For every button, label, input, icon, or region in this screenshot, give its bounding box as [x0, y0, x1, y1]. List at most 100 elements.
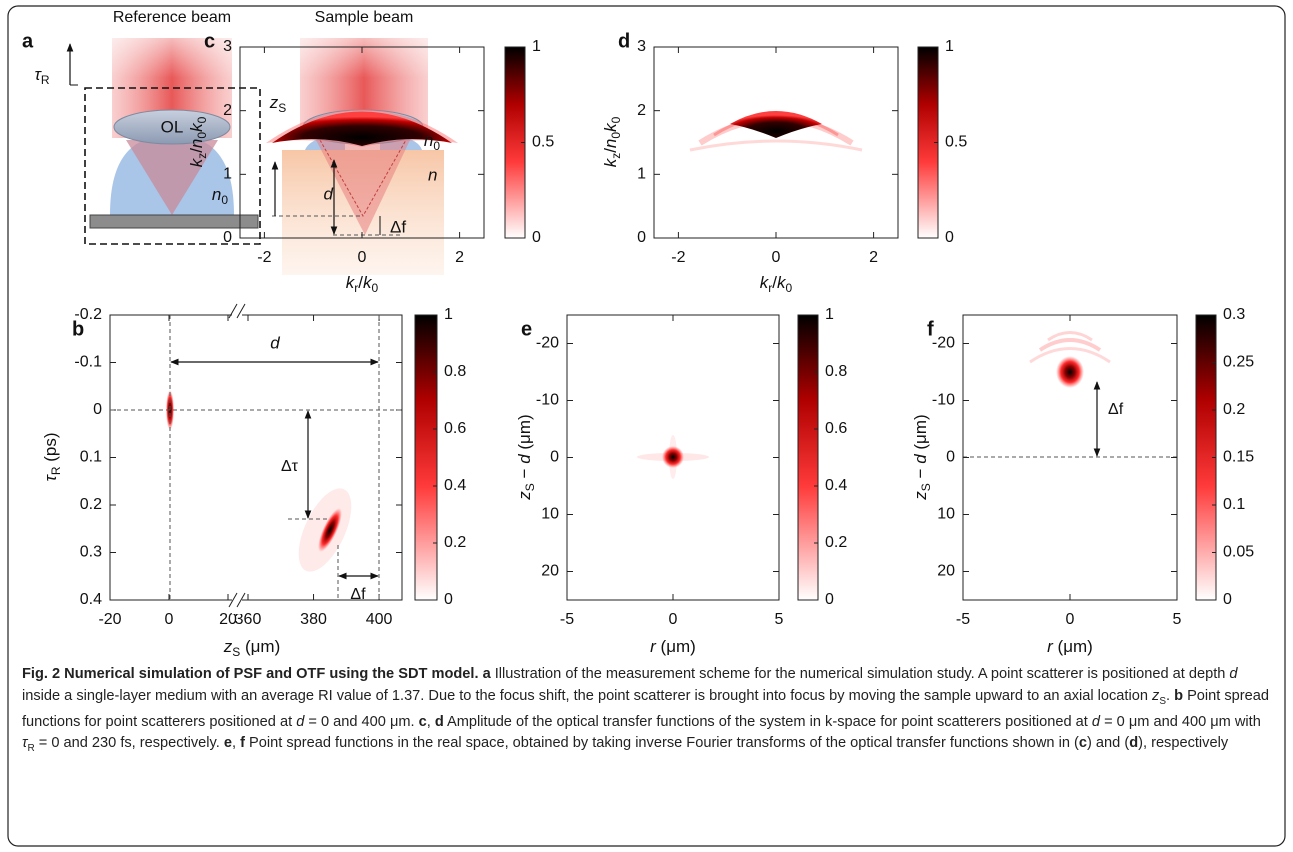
label-part: r — [354, 281, 358, 295]
caption-text: = 0 and 230 fs, respectively. — [34, 735, 224, 752]
label-part: 0 — [609, 116, 623, 123]
psf-map — [637, 435, 709, 479]
caption-ref: a — [482, 666, 491, 682]
colorbar-tick-label: 0 — [1223, 591, 1232, 608]
sample-beam-label: Sample beam — [315, 9, 414, 26]
colorbar — [414, 314, 438, 601]
label-part: k — [777, 273, 787, 292]
x-axis-label: kr/k0 — [760, 273, 793, 295]
otf-map — [266, 109, 458, 147]
colorbar-tick-label: 0 — [444, 591, 453, 608]
x-axis-label: kr/k0 — [346, 273, 379, 295]
label-part: / — [772, 273, 777, 292]
y-tick-label: 20 — [541, 563, 559, 580]
y-tick-label: 10 — [541, 506, 559, 523]
label-part: (μm) — [1053, 637, 1093, 656]
delta-f-label: Δf — [350, 586, 366, 603]
reference-beam-label: Reference beam — [113, 9, 231, 26]
y-tick-label: -0.1 — [74, 354, 102, 371]
colorbar-tick-label: 0.4 — [444, 477, 466, 494]
x-tick-label: 2 — [869, 249, 878, 266]
colorbar-tick-label: 0.5 — [945, 134, 967, 151]
label-part: − — [515, 464, 534, 483]
y-tick-label: 0 — [93, 401, 102, 418]
y-tick-label: 0.1 — [80, 449, 102, 466]
caption-symbol: d — [296, 713, 305, 730]
d-label: d — [270, 333, 280, 352]
label-part: R — [41, 73, 50, 87]
colorbar-tick-label: 0.2 — [825, 534, 847, 551]
y-axis-label: kz/n0k0 — [187, 116, 209, 167]
x-axis-label: r (μm) — [1047, 637, 1093, 656]
n0-label: n0 — [424, 131, 440, 153]
x-tick-label: 5 — [1173, 611, 1182, 628]
colorbar-tick-label: 0.8 — [825, 363, 847, 380]
d-label: d — [324, 184, 334, 203]
label-part: τ — [34, 65, 42, 84]
y-tick-label: 0 — [223, 229, 232, 246]
label-part: k — [187, 157, 206, 167]
panel-label: b — [72, 318, 84, 340]
panel-b-annotations: d Δτ Δf — [110, 300, 402, 614]
x-axis-label: zS (μm) — [223, 637, 281, 659]
label-part: z — [269, 93, 279, 112]
panel-label: a — [22, 30, 34, 52]
reference-box — [84, 87, 261, 245]
y-tick-label: 0 — [550, 449, 559, 466]
colorbar-tick-label: 0.6 — [825, 420, 847, 437]
colorbar-tick-label: 0 — [945, 229, 954, 246]
caption-title: Fig. 2 Numerical simulation of PSF and O… — [22, 666, 479, 682]
label-part: k — [187, 122, 206, 132]
label-part: z — [223, 637, 233, 656]
label-part: / — [358, 273, 363, 292]
x-tick-label: -2 — [671, 249, 685, 266]
zs-label: zS — [269, 93, 287, 115]
label-part: r — [650, 637, 657, 656]
label-part: S — [919, 483, 933, 491]
caption-symbol: d — [1229, 666, 1238, 682]
label-part: S — [278, 101, 286, 115]
delta-tau-label: Δτ — [281, 458, 299, 475]
y-tick-label: 0 — [637, 229, 646, 246]
label-part: 0 — [221, 193, 228, 207]
caption-ref: c — [418, 713, 427, 730]
label-part: n — [212, 185, 221, 204]
label-part: k — [760, 273, 770, 292]
caption-symbol: d — [1091, 713, 1101, 730]
colorbar-tick-label: 0 — [532, 229, 541, 246]
panel-label: d — [618, 30, 630, 52]
label-part: S — [232, 645, 240, 659]
y-tick-label: 0.4 — [80, 591, 102, 608]
y-tick-label: 1 — [637, 166, 646, 183]
x-tick-label: 400 — [366, 611, 393, 628]
x-tick-label: 5 — [775, 611, 784, 628]
colorbar-tick-label: 0.05 — [1223, 544, 1254, 561]
caption-text: ), respectively — [1138, 735, 1229, 752]
caption-ref: b — [1174, 687, 1184, 704]
y-tick-label: 0.2 — [80, 496, 102, 513]
x-tick-label: 0 — [1066, 611, 1075, 628]
colorbar-tick-label: 0.8 — [444, 363, 466, 380]
label-part: z — [911, 491, 930, 501]
label-part: (ps) — [41, 432, 60, 466]
caption-text: = 0 and 400 μm. — [304, 713, 419, 730]
y-tick-label: 2 — [637, 102, 646, 119]
delta-f-label: Δf — [1108, 401, 1124, 418]
caption: Fig. 2 Numerical simulation of PSF and O… — [22, 664, 1272, 760]
panel-label: e — [521, 318, 532, 340]
x-tick-label: -5 — [956, 611, 970, 628]
x-tick-label: 2 — [455, 249, 464, 266]
label-part: z — [609, 153, 623, 159]
figure-border — [7, 5, 1286, 847]
caption-ref: d — [434, 713, 444, 730]
label-part: (μm) — [656, 637, 696, 656]
colorbar-tick-label: 1 — [532, 38, 541, 55]
colorbar-tick-label: 0.4 — [825, 477, 847, 494]
delta-f-label: Δf — [390, 217, 406, 236]
label-part: 0 — [195, 132, 209, 139]
panel-label: c — [204, 30, 215, 52]
caption-ref: c — [1078, 735, 1087, 752]
y-tick-label: 0.3 — [80, 544, 102, 561]
